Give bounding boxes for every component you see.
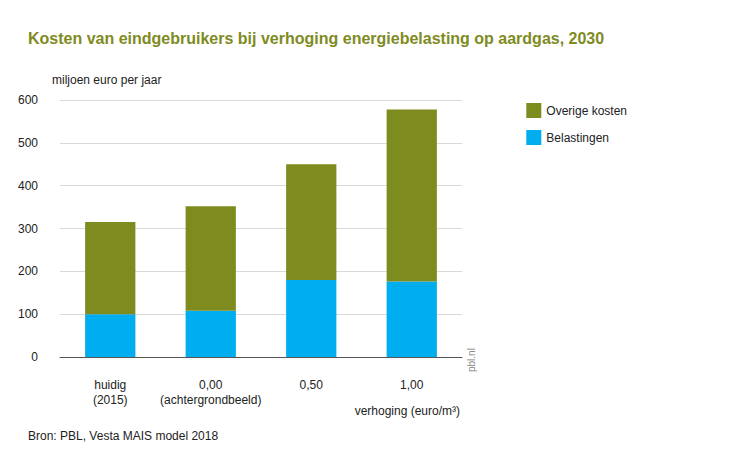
svg-text:100: 100 xyxy=(18,307,38,321)
svg-text:miljoen euro per jaar: miljoen euro per jaar xyxy=(52,73,161,87)
svg-text:Belastingen: Belastingen xyxy=(546,131,609,145)
svg-text:0,00: 0,00 xyxy=(199,378,223,392)
svg-text:huidig: huidig xyxy=(94,378,126,392)
svg-text:500: 500 xyxy=(18,136,38,150)
svg-text:(achtergrondbeeld): (achtergrondbeeld) xyxy=(160,393,261,407)
svg-text:verhoging (euro/m³): verhoging (euro/m³) xyxy=(355,404,460,418)
svg-text:1,00: 1,00 xyxy=(400,378,424,392)
svg-text:300: 300 xyxy=(18,222,38,236)
svg-text:200: 200 xyxy=(18,264,38,278)
svg-text:(2015): (2015) xyxy=(93,393,128,407)
svg-text:0: 0 xyxy=(31,350,38,364)
svg-text:400: 400 xyxy=(18,179,38,193)
svg-text:Overige kosten: Overige kosten xyxy=(546,104,627,118)
svg-text:600: 600 xyxy=(18,93,38,107)
svg-text:0,50: 0,50 xyxy=(300,378,324,392)
svg-text:Kosten van eindgebruikers bij: Kosten van eindgebruikers bij verhoging … xyxy=(28,30,604,47)
svg-text:Bron: PBL, Vesta MAIS model 20: Bron: PBL, Vesta MAIS model 2018 xyxy=(28,429,218,443)
svg-text:pbl.nl: pbl.nl xyxy=(466,348,477,372)
